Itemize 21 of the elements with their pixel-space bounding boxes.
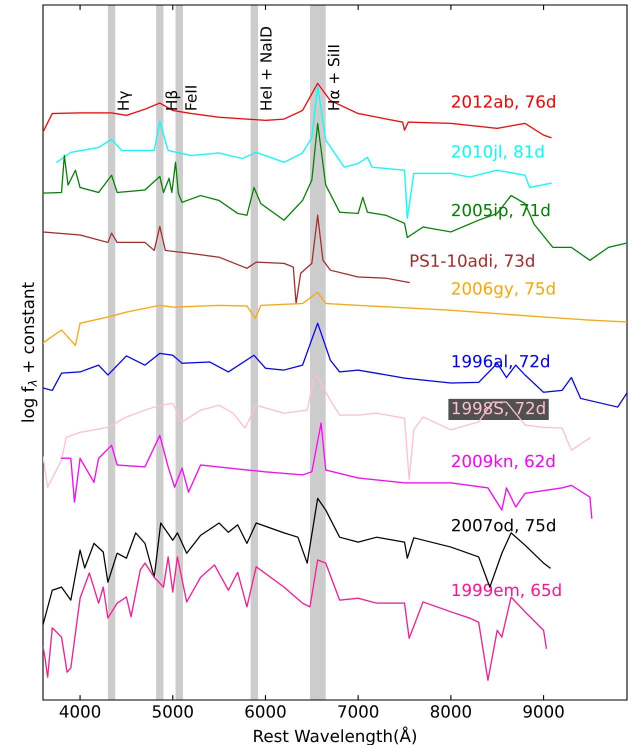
series-label: 2007od, 75d — [452, 518, 555, 534]
x-tick-label: 9000 — [523, 705, 564, 718]
x-tick-label: 8000 — [430, 705, 471, 718]
series-label: 2012ab, 76d — [452, 94, 555, 110]
series-label: 2006gy, 75d — [452, 282, 555, 298]
series-label: 1996al, 72d — [452, 354, 549, 370]
band-label: Hα + SiII — [328, 46, 340, 110]
series-label: PS1-10adi, 73d — [410, 254, 534, 269]
band-label: Hβ — [165, 90, 180, 110]
x-tick-label: 7000 — [338, 705, 378, 718]
x-tick-label: 5000 — [152, 705, 193, 718]
x-tick-label: 6000 — [245, 705, 286, 718]
band-label: HeI + NaID — [260, 27, 272, 110]
x-axis-title: Rest Wavelength(Å) — [254, 726, 416, 745]
x-tick-label: 4000 — [60, 705, 100, 718]
series-label: 2010jl, 81d — [452, 144, 544, 162]
y-axis-title: log f$_{λ}$ + constant — [21, 282, 38, 422]
series-label: 1999em, 65d — [452, 583, 561, 598]
band-label: FeII — [185, 86, 197, 110]
series-label: 2009kn, 62d — [452, 454, 554, 470]
band-label: Hγ — [118, 90, 132, 110]
